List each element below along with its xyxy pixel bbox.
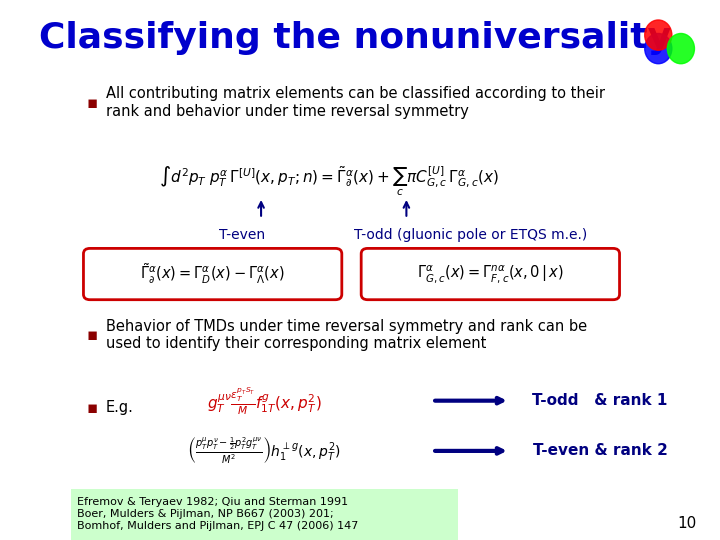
FancyBboxPatch shape: [361, 248, 619, 300]
Ellipse shape: [667, 33, 695, 64]
Ellipse shape: [644, 20, 672, 50]
Text: T-odd   & rank 1: T-odd & rank 1: [533, 393, 668, 408]
Text: Classifying the nonuniversality: Classifying the nonuniversality: [39, 21, 671, 55]
Text: T-even: T-even: [219, 228, 265, 242]
Text: $\Gamma^{\alpha}_{G,c}(x) = \Gamma^{n\alpha}_{F,c}(x,0\,|\,x)$: $\Gamma^{\alpha}_{G,c}(x) = \Gamma^{n\al…: [417, 263, 564, 285]
FancyBboxPatch shape: [71, 489, 458, 540]
Text: All contributing matrix elements can be classified according to their
rank and b: All contributing matrix elements can be …: [106, 86, 605, 119]
Text: $\int d^2 p_T\; p_T^{\alpha}\, \Gamma^{[U]}(x,p_T;n) = \tilde{\Gamma}^{\alpha}_{: $\int d^2 p_T\; p_T^{\alpha}\, \Gamma^{[…: [159, 164, 499, 198]
Text: T-even & rank 2: T-even & rank 2: [533, 443, 667, 458]
Text: 10: 10: [678, 516, 697, 531]
Text: ▪: ▪: [86, 399, 98, 417]
Text: $\tilde{\Gamma}^{\alpha}_{\partial}(x) = \Gamma^{\alpha}_D(x) - \Gamma^{\alpha}_: $\tilde{\Gamma}^{\alpha}_{\partial}(x) =…: [140, 261, 285, 286]
Text: T-odd (gluonic pole or ETQS m.e.): T-odd (gluonic pole or ETQS m.e.): [354, 228, 588, 242]
Text: ▪: ▪: [86, 93, 98, 112]
Text: $\left(\frac{p_T^\mu p_T^\nu - \frac{1}{2} p_T^2 g_T^{\mu\nu}}{M^2}\right) h_1^{: $\left(\frac{p_T^\mu p_T^\nu - \frac{1}{…: [187, 436, 341, 466]
Text: Efremov & Teryaev 1982; Qiu and Sterman 1991
Boer, Mulders & Pijlman, NP B667 (2: Efremov & Teryaev 1982; Qiu and Sterman …: [77, 497, 359, 531]
Text: E.g.: E.g.: [106, 400, 134, 415]
Text: Behavior of TMDs under time reversal symmetry and rank can be
used to identify t: Behavior of TMDs under time reversal sym…: [106, 319, 588, 351]
FancyBboxPatch shape: [84, 248, 342, 300]
Text: $g_T^{\mu\nu} \frac{\varepsilon_T^{p_T S_T}}{M} f_{1T}^g(x,p_T^2)$: $g_T^{\mu\nu} \frac{\varepsilon_T^{p_T S…: [207, 385, 322, 416]
Ellipse shape: [644, 33, 672, 64]
Text: ▪: ▪: [86, 326, 98, 344]
